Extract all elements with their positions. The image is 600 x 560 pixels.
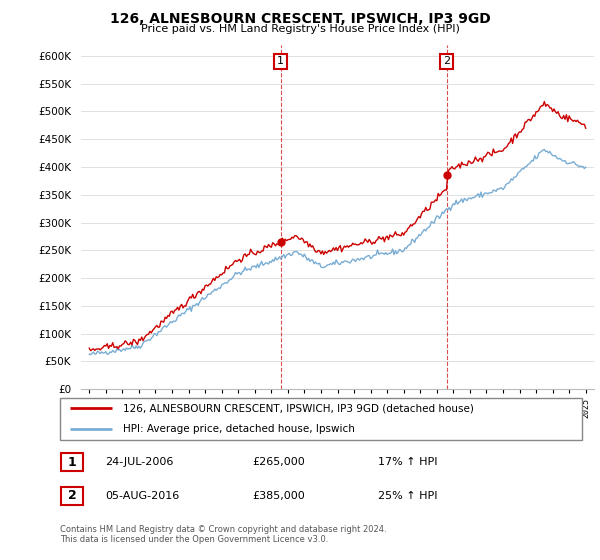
Text: 1: 1 <box>68 455 76 469</box>
Text: 2: 2 <box>443 57 450 67</box>
FancyBboxPatch shape <box>60 398 582 440</box>
Text: 17% ↑ HPI: 17% ↑ HPI <box>378 457 437 467</box>
FancyBboxPatch shape <box>61 487 83 505</box>
FancyBboxPatch shape <box>61 453 83 471</box>
Text: 05-AUG-2016: 05-AUG-2016 <box>105 491 179 501</box>
Text: 25% ↑ HPI: 25% ↑ HPI <box>378 491 437 501</box>
Text: £385,000: £385,000 <box>252 491 305 501</box>
Text: 24-JUL-2006: 24-JUL-2006 <box>105 457 173 467</box>
Text: 126, ALNESBOURN CRESCENT, IPSWICH, IP3 9GD (detached house): 126, ALNESBOURN CRESCENT, IPSWICH, IP3 9… <box>122 403 473 413</box>
Text: Price paid vs. HM Land Registry's House Price Index (HPI): Price paid vs. HM Land Registry's House … <box>140 24 460 34</box>
Text: 2: 2 <box>68 489 76 502</box>
Text: £265,000: £265,000 <box>252 457 305 467</box>
Text: HPI: Average price, detached house, Ipswich: HPI: Average price, detached house, Ipsw… <box>122 424 355 434</box>
Text: This data is licensed under the Open Government Licence v3.0.: This data is licensed under the Open Gov… <box>60 535 328 544</box>
Text: Contains HM Land Registry data © Crown copyright and database right 2024.: Contains HM Land Registry data © Crown c… <box>60 525 386 534</box>
Text: 1: 1 <box>277 57 284 67</box>
Text: 126, ALNESBOURN CRESCENT, IPSWICH, IP3 9GD: 126, ALNESBOURN CRESCENT, IPSWICH, IP3 9… <box>110 12 490 26</box>
